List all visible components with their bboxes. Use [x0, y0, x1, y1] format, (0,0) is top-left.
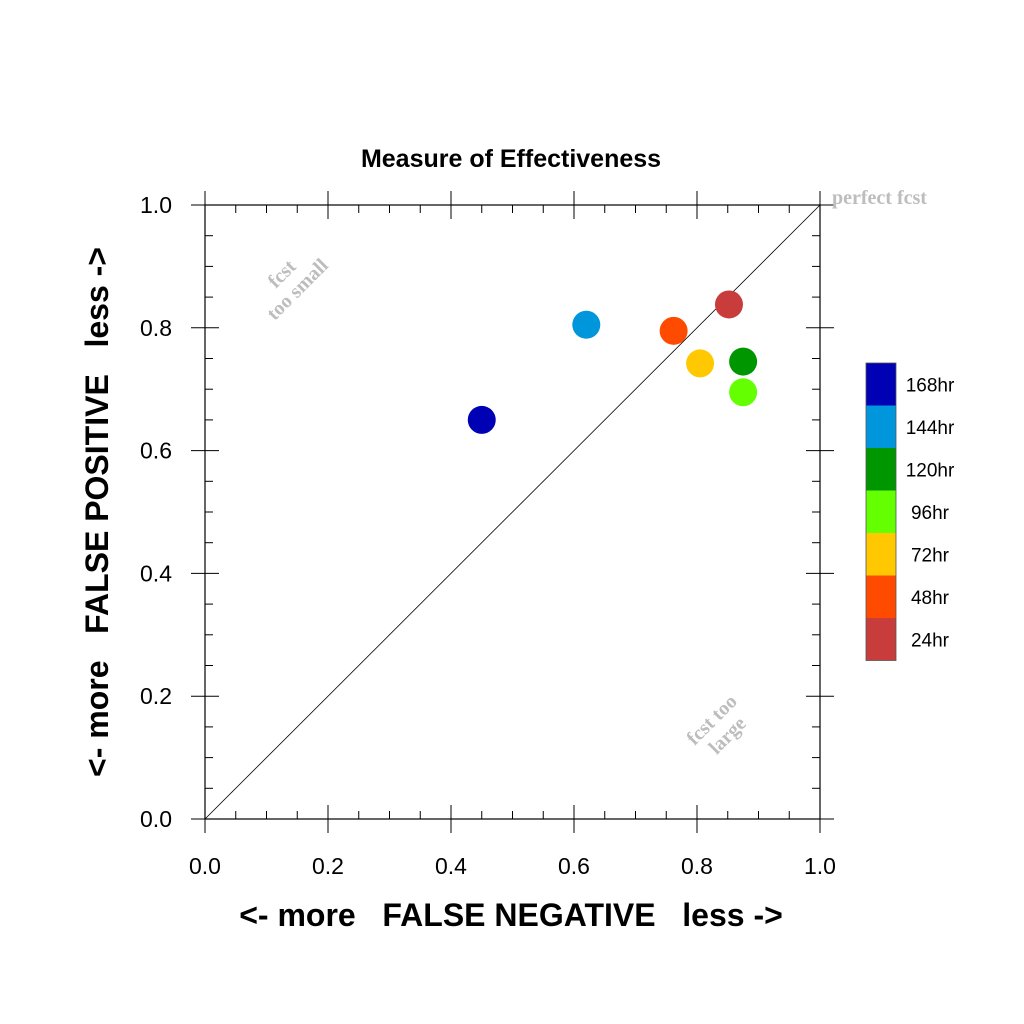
axis-ticks — [191, 191, 834, 833]
point-120hr — [729, 347, 758, 376]
x-tick-label: 0.0 — [189, 853, 221, 879]
x-tick-label: 0.6 — [558, 853, 590, 879]
y-tick-label: 0.4 — [140, 560, 172, 586]
y-tick-label: 1.0 — [140, 192, 172, 218]
legend-swatch-168hr — [866, 363, 896, 406]
too-small-line-2: too small — [263, 254, 333, 324]
x-tick-label: 0.4 — [435, 853, 467, 879]
x-tick-label: 0.2 — [312, 853, 344, 879]
legend-swatch-48hr — [866, 575, 896, 618]
y-tick-label: 0.6 — [140, 438, 172, 464]
point-24hr — [714, 290, 743, 319]
point-48hr — [659, 316, 688, 345]
data-points — [467, 290, 758, 434]
legend-swatch-96hr — [866, 490, 896, 533]
y-tick-label: 0.0 — [140, 806, 172, 832]
legend-swatch-120hr — [866, 448, 896, 491]
legend: 168hr 144hr 120hr 96hr 72hr 48hr 24hr — [865, 362, 955, 661]
legend-label-72hr: 72hr — [911, 545, 950, 566]
y-tick-label: 0.2 — [140, 683, 172, 709]
x-tick-labels: 0.0 0.2 0.4 0.6 0.8 1.0 — [189, 853, 836, 879]
legend-label-144hr: 144hr — [906, 418, 955, 439]
perfect-forecast-note: perfect fcst — [832, 187, 927, 209]
y-tick-labels: 0.0 0.2 0.4 0.6 0.8 1.0 — [140, 192, 172, 832]
too-small-note: fcst too small — [263, 254, 333, 324]
legend-label-24hr: 24hr — [911, 630, 950, 651]
legend-swatch-72hr — [866, 533, 896, 576]
x-axis-label: <- more FALSE NEGATIVE less -> — [239, 897, 783, 933]
legend-swatch-144hr — [866, 405, 896, 448]
legend-label-48hr: 48hr — [911, 588, 950, 609]
legend-border — [865, 362, 897, 661]
x-tick-label: 0.8 — [681, 853, 713, 879]
legend-label-168hr: 168hr — [906, 375, 955, 396]
point-168hr — [467, 405, 496, 434]
legend-swatch-24hr — [866, 618, 896, 661]
point-72hr — [686, 349, 715, 378]
point-144hr — [572, 310, 601, 339]
point-96hr — [729, 378, 758, 407]
legend-label-96hr: 96hr — [911, 503, 950, 524]
too-large-note: fcst too large — [683, 691, 751, 759]
x-tick-label: 1.0 — [804, 853, 836, 879]
legend-label-120hr: 120hr — [906, 460, 955, 481]
y-axis-label: <- more FALSE POSITIVE less -> — [79, 247, 115, 777]
chart-title: Measure of Effectiveness — [361, 145, 661, 173]
y-tick-label: 0.8 — [140, 315, 172, 341]
